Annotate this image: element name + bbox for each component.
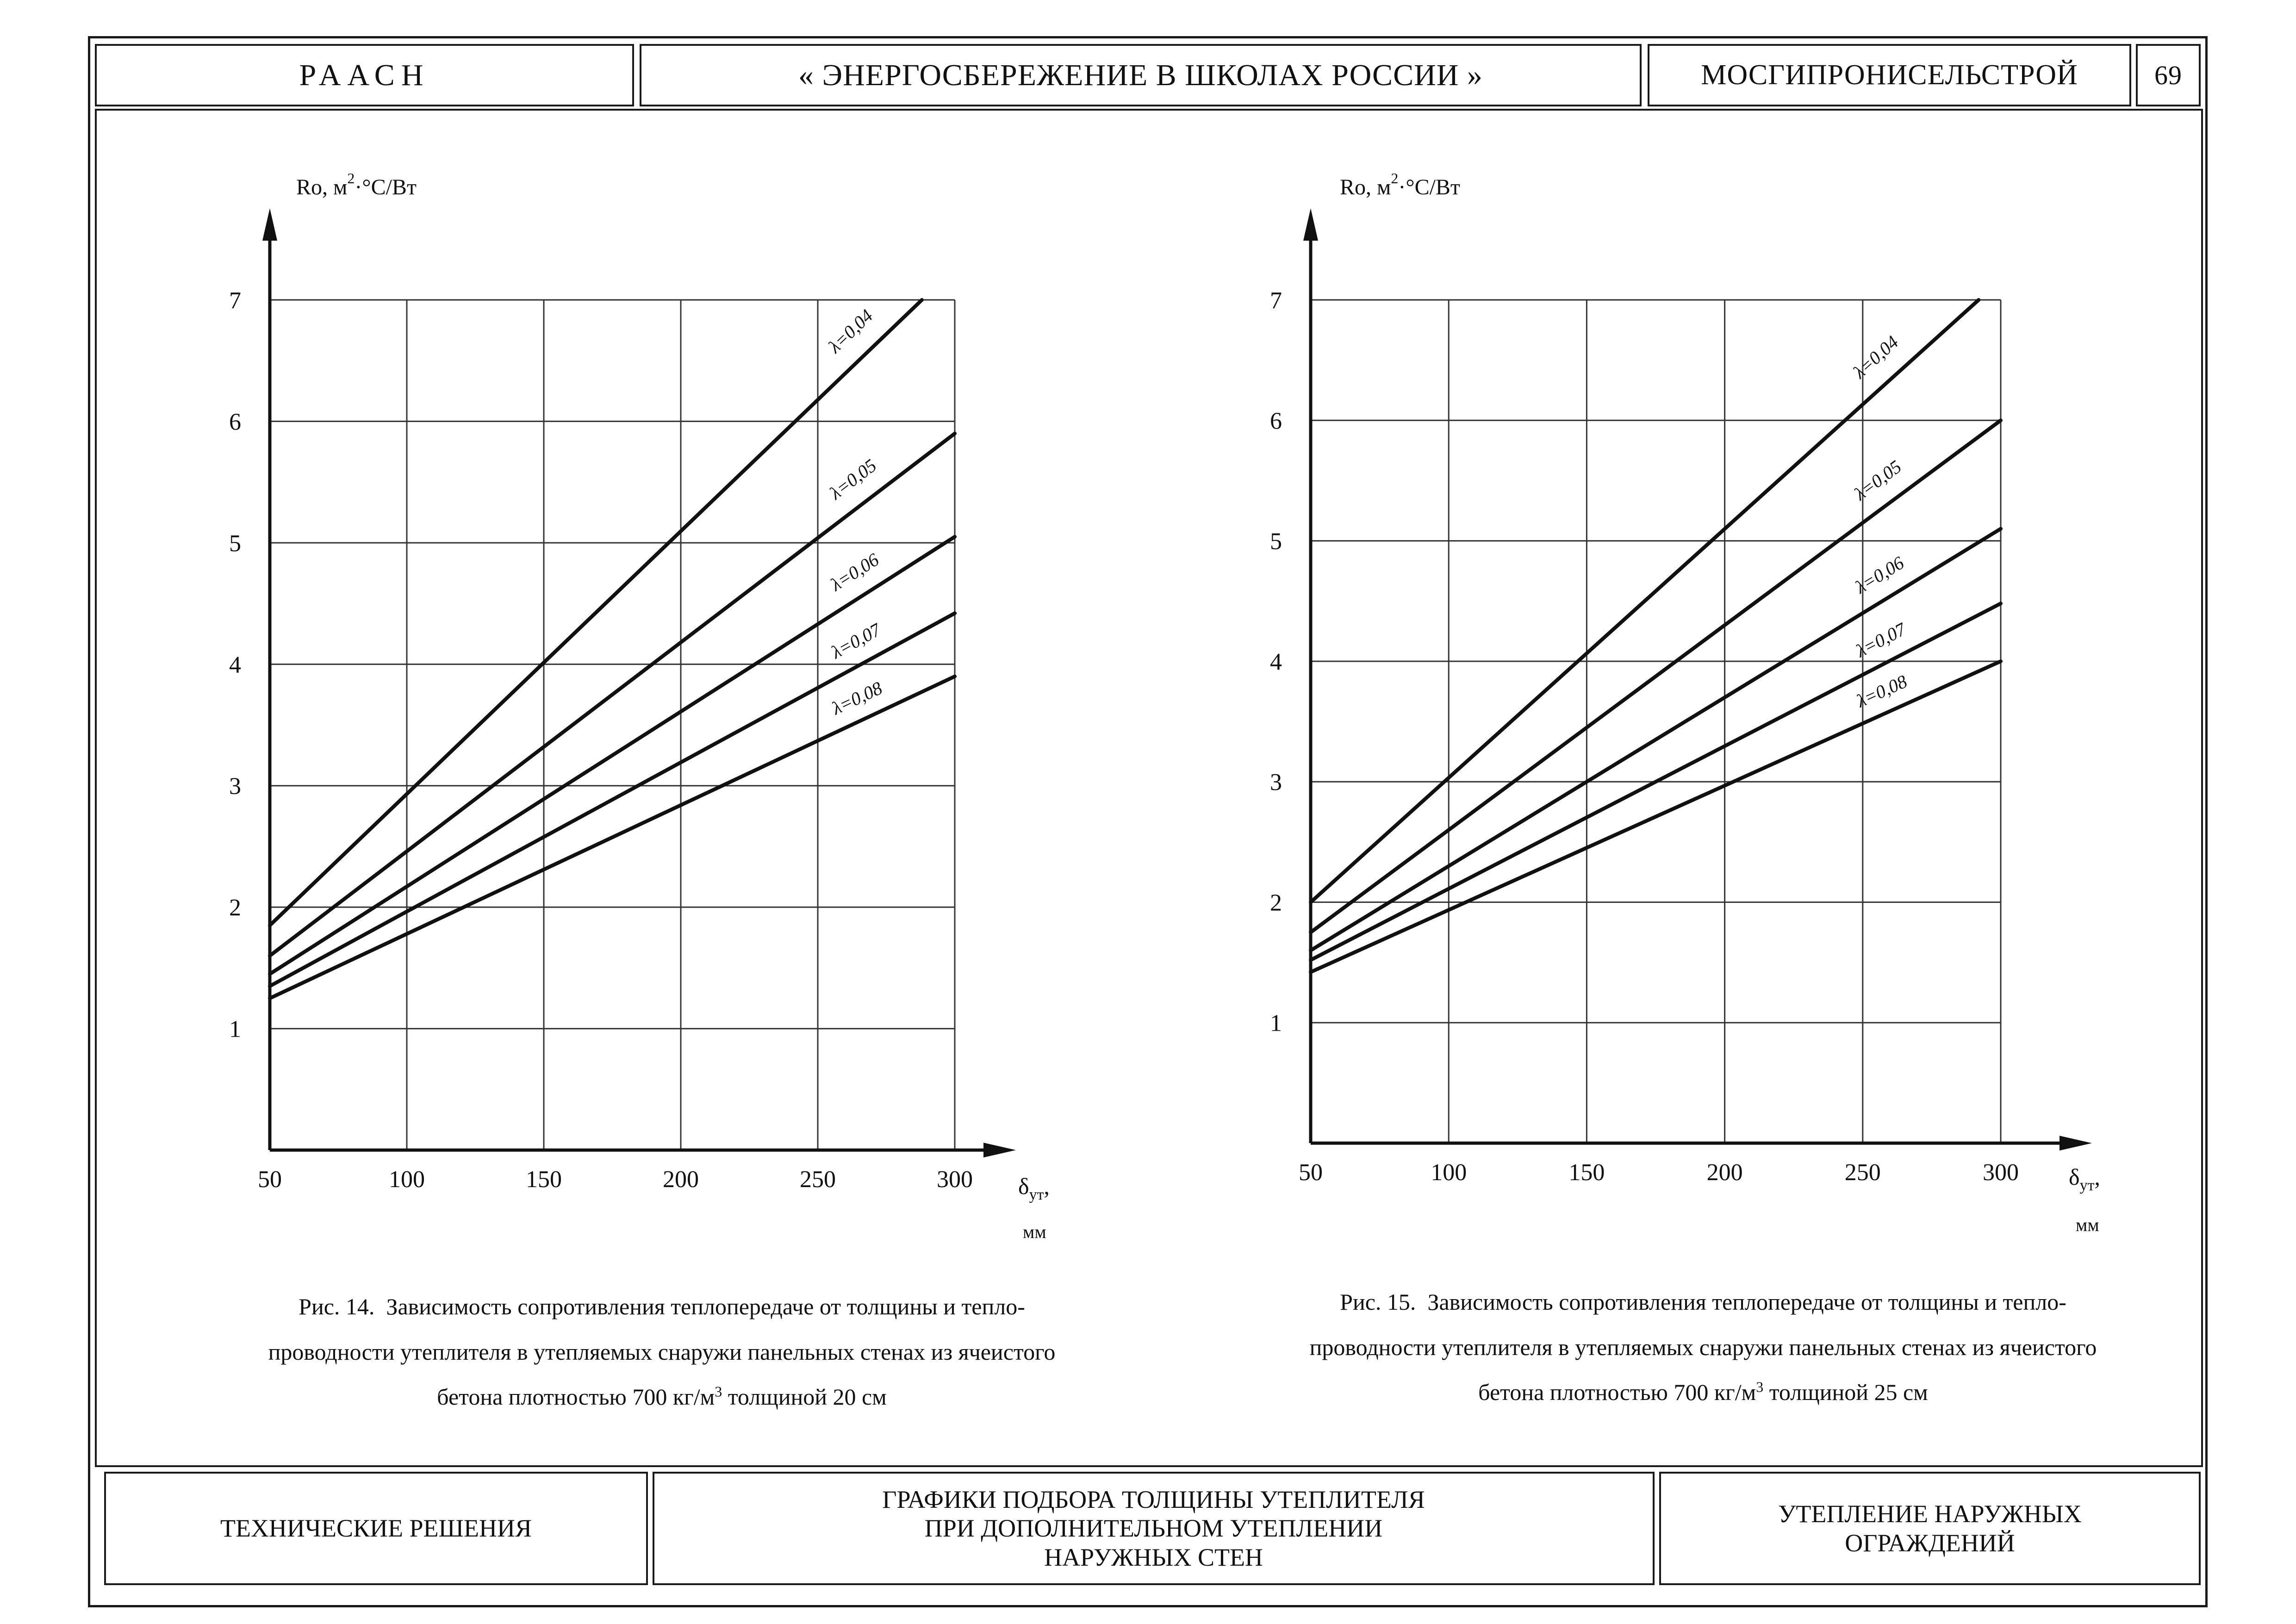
y-tick-label: 2	[1270, 890, 1282, 916]
caption-fig-15: Рис. 15. Зависимость сопротивления тепло…	[1217, 1280, 2189, 1415]
y-tick-label: 1	[229, 1016, 241, 1043]
footer-topic: УТЕПЛЕНИЕ НАРУЖНЫХ ОГРАЖДЕНИЙ	[1659, 1472, 2201, 1585]
y-axis-label: Ro, м2·°C/Вт	[1340, 170, 1460, 199]
y-tick-label: 2	[229, 895, 241, 921]
x-tick-label: 100	[1431, 1159, 1467, 1186]
header-left-text: РААСН	[299, 58, 430, 92]
y-tick-label: 3	[229, 773, 241, 800]
y-tick-label: 4	[229, 652, 241, 678]
x-axis-arrow	[983, 1143, 1016, 1157]
x-tick-label: 250	[1845, 1159, 1881, 1186]
x-tick-label: 150	[1568, 1159, 1605, 1186]
outer-frame	[88, 36, 2208, 1607]
x-tick-label: 200	[663, 1166, 699, 1193]
series-line	[268, 535, 957, 976]
footer-section: ТЕХНИЧЕСКИЕ РЕШЕНИЯ	[104, 1472, 648, 1585]
x-axis-arrow	[2060, 1136, 2092, 1151]
x-tick-label: 100	[389, 1166, 425, 1193]
y-tick-label: 4	[1270, 649, 1282, 675]
y-tick-label: 5	[229, 530, 241, 557]
header-right-text: МОСГИПРОНИСЕЛЬСТРОЙ	[1701, 59, 2078, 91]
caption-line-2: проводности утеплителя в утепляемых снар…	[1309, 1334, 2097, 1360]
caption-number: 14.	[345, 1294, 375, 1319]
caption-line-3-end: толщиной 20 см	[722, 1384, 887, 1410]
chart-fig-15: Ro, м2·°C/Вт δут, мм 50 100 150 200 250 300 1 2…	[1270, 170, 2100, 1235]
caption-prefix: Рис.	[1340, 1289, 1381, 1315]
series-line	[1309, 298, 1981, 904]
y-tick-label: 5	[1270, 529, 1282, 555]
caption-line-3: бетона плотностью 700 кг/м	[1478, 1379, 1756, 1405]
footer-center-line-1: ГРАФИКИ ПОДБОРА ТОЛЩИНЫ УТЕПЛИТЕЛЯ	[882, 1486, 1425, 1514]
header-title: « ЭНЕРГОСБЕРЕЖЕНИЕ В ШКОЛАХ РОССИИ »	[640, 44, 1642, 106]
series-line	[1309, 601, 2003, 962]
header-center-text: « ЭНЕРГОСБЕРЕЖЕНИЕ В ШКОЛАХ РОССИИ »	[798, 58, 1483, 92]
y-tick-label: 7	[1270, 287, 1282, 314]
series-line	[1309, 418, 2003, 934]
series-line	[268, 431, 957, 958]
series-line	[268, 611, 957, 988]
page-number: 69	[2136, 44, 2201, 106]
x-tick-label: 250	[800, 1166, 836, 1193]
caption-line-3-sup: 3	[715, 1383, 722, 1400]
x-tick-label: 150	[526, 1166, 562, 1193]
caption-line-3-end: толщиной 25 см	[1763, 1379, 1928, 1405]
y-tick-label: 6	[1270, 408, 1282, 434]
caption-line-2: проводности утеплителя в утепляемых снар…	[268, 1338, 1056, 1365]
x-axis-unit: мм	[2076, 1214, 2099, 1235]
series-line	[1309, 527, 2003, 952]
caption-fig-14: Рис. 14. Зависимость сопротивления тепло…	[153, 1284, 1171, 1420]
caption-line-3-sup: 3	[1756, 1378, 1764, 1395]
y-axis-label: Ro, м2·°C/Вт	[296, 170, 417, 199]
footer-left-text: ТЕХНИЧЕСКИЕ РЕШЕНИЯ	[220, 1514, 532, 1543]
caption-number: 15.	[1387, 1289, 1416, 1315]
y-axis-arrow	[262, 208, 277, 241]
footer-center-line-3: НАРУЖНЫХ СТЕН	[1044, 1543, 1263, 1571]
y-tick-label: 1	[1270, 1010, 1282, 1037]
x-tick-label: 50	[1299, 1159, 1323, 1186]
content-frame	[95, 109, 2203, 1467]
series-line	[268, 298, 924, 927]
caption-line-1: Зависимость сопротивления теплопередаче …	[386, 1294, 1025, 1319]
x-axis-unit: мм	[1023, 1221, 1046, 1242]
x-tick-label: 200	[1707, 1159, 1743, 1186]
caption-prefix: Рис.	[299, 1294, 340, 1319]
x-tick-label: 300	[1983, 1159, 2019, 1186]
y-tick-label: 7	[229, 287, 241, 314]
y-axis-arrow	[1303, 208, 1318, 241]
series-line	[1309, 659, 2003, 974]
caption-line-1: Зависимость сопротивления теплопередаче …	[1427, 1289, 2066, 1315]
y-tick-label: 6	[229, 409, 241, 435]
footer-right-line-1: УТЕПЛЕНИЕ НАРУЖНЫХ	[1778, 1500, 2082, 1528]
footer-right-line-2: ОГРАЖДЕНИЙ	[1845, 1529, 2015, 1557]
footer-title: ГРАФИКИ ПОДБОРА ТОЛЩИНЫ УТЕПЛИТЕЛЯ ПРИ Д…	[653, 1472, 1655, 1585]
footer-center-line-2: ПРИ ДОПОЛНИТЕЛЬНОМ УТЕПЛЕНИИ	[924, 1514, 1383, 1543]
chart-fig-14: Ro, м2·°C/Вт δут, мм 50 100 150 200 250 300 1 2…	[229, 170, 1050, 1242]
series-line	[268, 674, 957, 1000]
header-organization: РААСН	[95, 44, 634, 106]
x-axis-label: δут,	[1018, 1173, 1050, 1203]
x-axis-label: δут,	[2069, 1164, 2100, 1194]
y-tick-label: 3	[1270, 769, 1282, 796]
caption-line-3: бетона плотностью 700 кг/м	[437, 1384, 715, 1410]
x-tick-label: 50	[258, 1166, 282, 1193]
header-institute: МОСГИПРОНИСЕЛЬСТРОЙ	[1648, 44, 2131, 106]
x-tick-label: 300	[937, 1166, 973, 1193]
page-number-text: 69	[2154, 60, 2182, 90]
